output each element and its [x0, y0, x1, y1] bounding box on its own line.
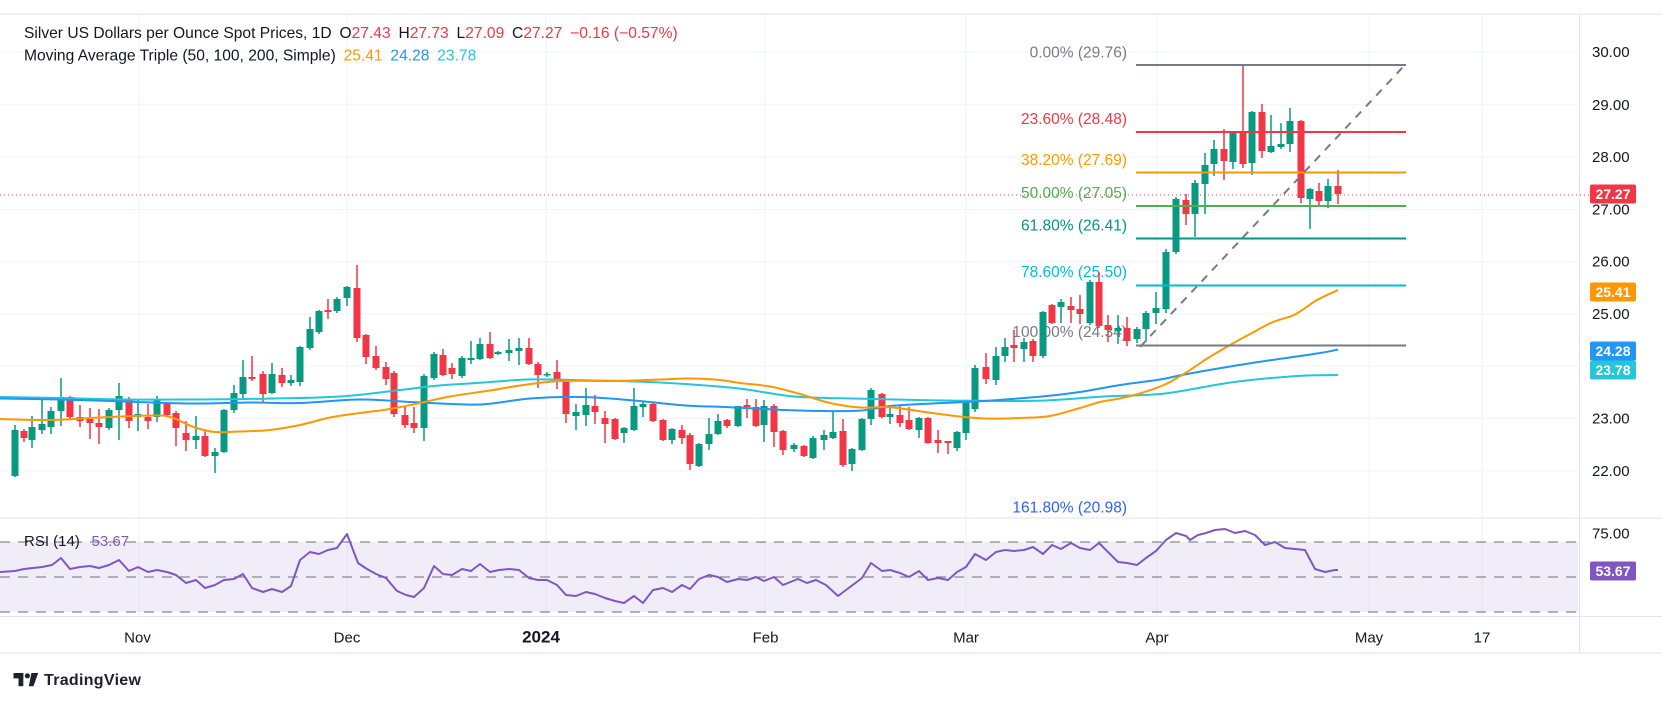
svg-text:26.00: 26.00	[1592, 254, 1630, 271]
svg-text:50.00% (27.05): 50.00% (27.05)	[1021, 185, 1127, 202]
svg-text:27.00: 27.00	[1592, 201, 1630, 218]
svg-text:161.80% (20.98): 161.80% (20.98)	[1012, 500, 1127, 517]
svg-text:TradingView: TradingView	[44, 672, 142, 689]
svg-text:May: May	[1355, 630, 1384, 647]
svg-text:75.00: 75.00	[1592, 526, 1630, 543]
svg-text:38.20% (27.69): 38.20% (27.69)	[1021, 152, 1127, 169]
svg-text:Moving Average Triple (50, 100: Moving Average Triple (50, 100, 200, Sim…	[24, 48, 476, 65]
svg-text:17: 17	[1474, 630, 1491, 647]
svg-text:23.60% (28.48): 23.60% (28.48)	[1021, 111, 1127, 128]
svg-text:Apr: Apr	[1145, 630, 1168, 647]
svg-text:28.00: 28.00	[1592, 149, 1630, 166]
svg-text:2024: 2024	[522, 628, 560, 647]
svg-text:RSI (14) 53.67: RSI (14) 53.67	[24, 533, 129, 550]
svg-text:0.00% (29.76): 0.00% (29.76)	[1030, 45, 1127, 62]
svg-text:61.80% (26.41): 61.80% (26.41)	[1021, 218, 1127, 235]
svg-text:23.00: 23.00	[1592, 411, 1630, 428]
svg-text:Nov: Nov	[124, 630, 151, 647]
svg-text:Mar: Mar	[953, 630, 979, 647]
svg-text:30.00: 30.00	[1592, 44, 1630, 61]
svg-text:25.00: 25.00	[1592, 306, 1630, 323]
svg-text:Dec: Dec	[334, 630, 361, 647]
svg-text:53.67: 53.67	[1595, 563, 1630, 579]
svg-text:25.41: 25.41	[1595, 284, 1630, 300]
svg-text:Silver US Dollars per Ounce Sp: Silver US Dollars per Ounce Spot Prices,…	[24, 25, 678, 42]
svg-text:23.78: 23.78	[1595, 362, 1630, 378]
svg-text:Feb: Feb	[753, 630, 779, 647]
svg-text:27.27: 27.27	[1595, 186, 1630, 202]
svg-text:78.60% (25.50): 78.60% (25.50)	[1021, 264, 1127, 281]
svg-text:29.00: 29.00	[1592, 97, 1630, 114]
svg-text:22.00: 22.00	[1592, 463, 1630, 480]
svg-text:24.28: 24.28	[1595, 343, 1630, 359]
